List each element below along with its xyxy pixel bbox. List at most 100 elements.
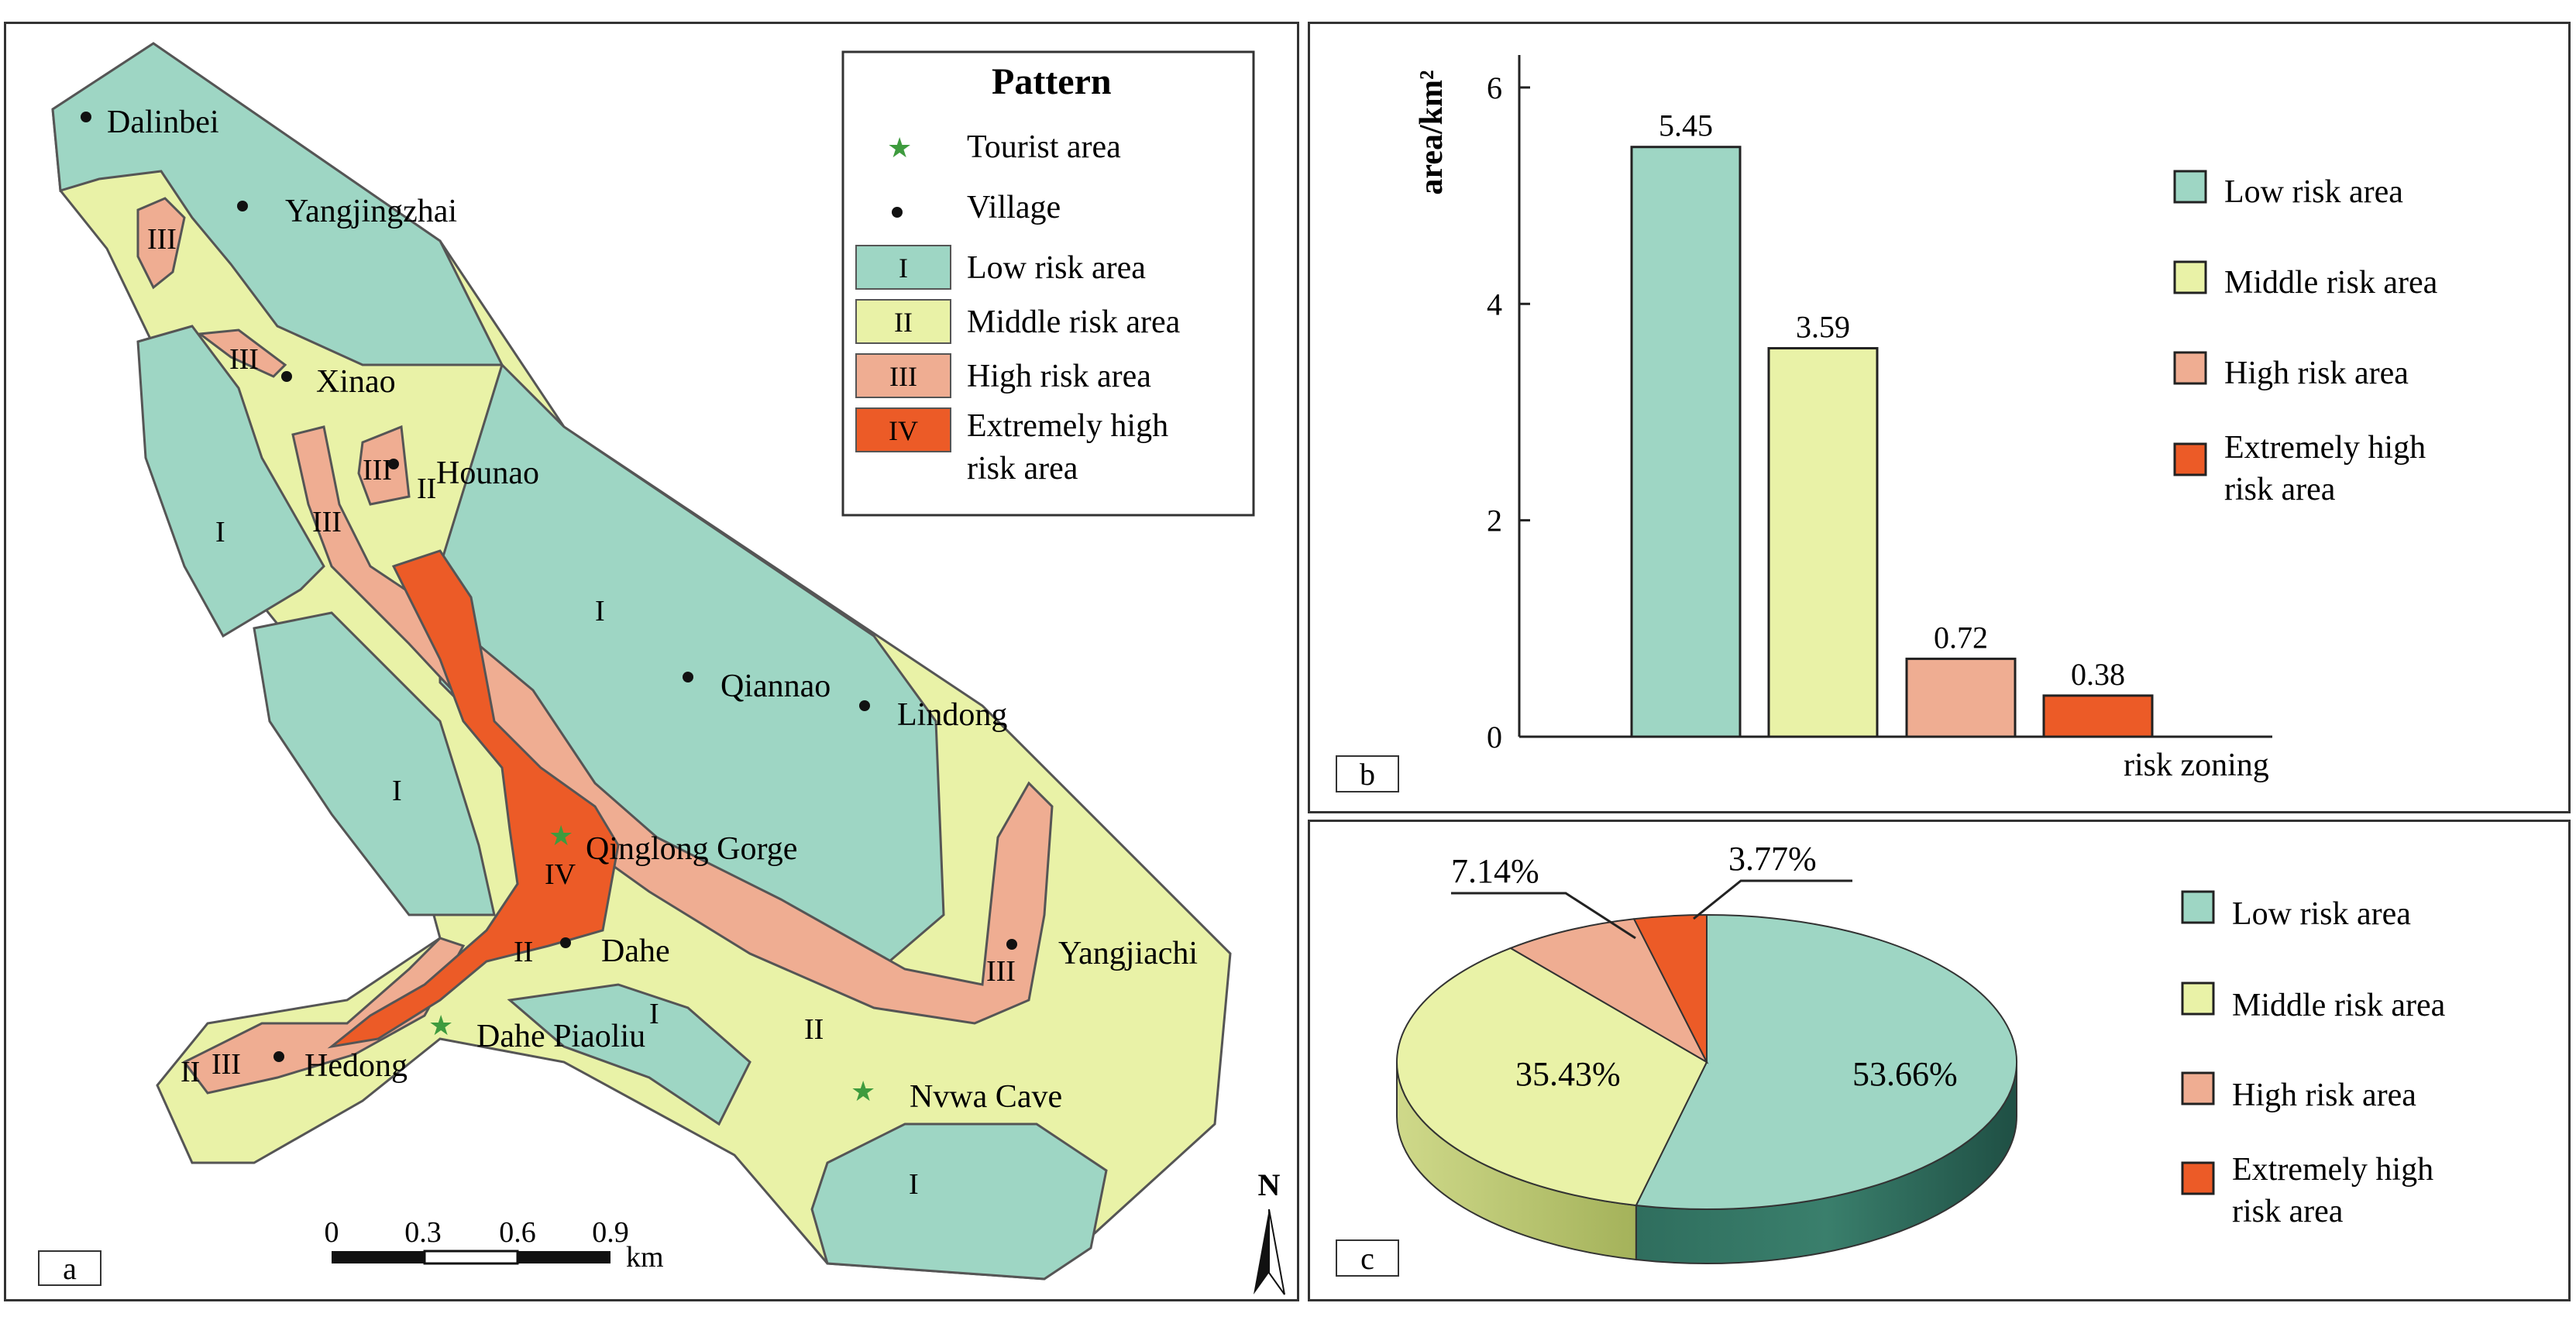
y-tick-label: 6: [1487, 70, 1502, 105]
low-zone-west: [136, 325, 325, 638]
village-label: Yangjingzhai: [285, 194, 457, 229]
bar-value-label: 0.72: [1934, 620, 1988, 655]
legend-swatch: [2173, 170, 2207, 204]
bar: [1630, 146, 1742, 738]
bar-chart: 0 2 4 6 5.45 3.59 0.72 0.38 area/km² risk zoni…: [1336, 55, 2438, 792]
zone-label: III: [363, 454, 392, 486]
scale-bar: 0 0.3 0.6 0.9 km: [325, 1216, 664, 1274]
legend-swatch-middle: [855, 299, 951, 344]
village-qiannao: Qiannao: [683, 669, 831, 704]
village-dot-icon: [281, 371, 292, 382]
legend-swatch-numeral: IV: [889, 415, 918, 446]
zone-label: I: [909, 1168, 919, 1201]
bar: [1905, 657, 2017, 738]
village-dalinbei: Dalinbei: [81, 105, 219, 140]
zone-label: III: [147, 223, 177, 256]
village-dot-icon: [892, 207, 903, 218]
tourist-nvwa-cave: ★ Nvwa Cave: [851, 1076, 1062, 1115]
legend-swatch: [2181, 1071, 2215, 1105]
bar-legend: Low risk area Middle risk area High risk a…: [2173, 170, 2438, 507]
village-dot-icon: [683, 672, 693, 682]
village-label: Hedong: [304, 1048, 408, 1084]
village-label: Lindong: [897, 697, 1007, 733]
legend-item-label: Low risk area: [967, 250, 1146, 286]
bar: [2042, 694, 2154, 738]
zone-label: III: [312, 506, 342, 538]
panel-a-map: I I I I I II II II II III III III III II…: [4, 22, 1299, 1301]
pie-slice: [1396, 947, 1708, 1207]
high-zone-2: [197, 328, 287, 378]
pie-leader-line: [1451, 892, 1636, 940]
village-dot-icon: [1006, 939, 1017, 950]
scale-unit: km: [626, 1241, 664, 1274]
tourist-label: Nvwa Cave: [910, 1079, 1062, 1115]
high-zone-southwest: [182, 937, 466, 1095]
village-label: Dahe: [601, 933, 670, 969]
legend-item-label: risk area: [967, 451, 1078, 486]
village-dahe: Dahe: [560, 933, 670, 969]
village-lindong: Lindong: [859, 697, 1007, 733]
village-xinao: Xinao: [281, 364, 396, 400]
pie-value-label: 53.66%: [1852, 1055, 1958, 1093]
village-yangjingzhai: Yangjingzhai: [237, 194, 457, 229]
legend-label: risk area: [2232, 1194, 2344, 1229]
north-arrow-icon: N: [1254, 1167, 1285, 1295]
scale-tick-label: 0.3: [404, 1216, 442, 1249]
village-dot-icon: [560, 937, 571, 948]
bar: [1767, 347, 1879, 738]
pie-leader-line: [1693, 879, 1852, 920]
scale-tick-label: 0: [325, 1216, 339, 1249]
village-dot-icon: [859, 700, 870, 711]
pie-slice: [1508, 918, 1709, 1064]
tourist-dahe-piaoliu: ★ Dahe Piaoliu: [428, 1010, 645, 1054]
legend-swatch: [2173, 351, 2207, 385]
y-tick-label: 4: [1487, 287, 1502, 321]
legend-swatch-numeral: II: [894, 307, 913, 338]
pie-slice: [1635, 913, 2017, 1210]
zone-label: III: [229, 343, 259, 376]
zone-label: I: [595, 595, 605, 627]
legend-swatch-low: [855, 245, 951, 290]
star-icon: ★: [851, 1076, 875, 1107]
pie-chart: 53.66% 35.43% 7.14% 3.77% Low risk area Midd…: [1336, 840, 2446, 1277]
legend-label: Low risk area: [2232, 896, 2411, 932]
legend-swatch-numeral: I: [899, 253, 908, 284]
legend-title: Pattern: [992, 61, 1112, 102]
village-hounao: Hounao: [388, 456, 539, 491]
legend-swatch-extreme: [855, 407, 951, 452]
legend-item-label: Tourist area: [967, 129, 1121, 165]
low-zone-north: [51, 42, 504, 366]
scale-tick-label: 0.6: [499, 1216, 536, 1249]
legend-label: Extremely high: [2232, 1152, 2433, 1188]
zone-label: II: [804, 1013, 824, 1046]
low-zone-south: [507, 983, 751, 1126]
legend-label: Low risk area: [2224, 174, 2403, 210]
panel-label-a: a: [63, 1251, 77, 1286]
zone-label: III: [986, 955, 1016, 988]
village-label: Dalinbei: [107, 105, 219, 140]
village-dot-icon: [388, 459, 399, 469]
village-yangjiachi: Yangjiachi: [1006, 936, 1198, 971]
zone-label: II: [514, 936, 533, 968]
village-dot-icon: [237, 201, 248, 211]
pie-value-label: 7.14%: [1451, 852, 1539, 890]
village-label: Qiannao: [721, 669, 831, 704]
legend-item-label: High risk area: [967, 359, 1151, 394]
star-icon: ★: [428, 1010, 453, 1041]
tourist-label: Qinglong Gorge: [586, 831, 797, 867]
low-zone-southwest: [253, 611, 496, 916]
bar-value-label: 3.59: [1796, 310, 1850, 345]
legend-label: High risk area: [2224, 356, 2409, 391]
village-label: Xinao: [316, 364, 396, 400]
star-icon: ★: [887, 132, 912, 163]
y-axis-title: area/km²: [1414, 70, 1450, 194]
legend-item-label: Village: [967, 190, 1061, 225]
legend-label: Middle risk area: [2224, 265, 2438, 301]
panel-label-c: c: [1360, 1241, 1374, 1276]
legend-swatch: [2181, 890, 2215, 924]
risk-zoning-map: I I I I I II II II II III III III III II…: [38, 42, 1285, 1295]
village-dot-icon: [273, 1051, 284, 1062]
village-dot-icon: [81, 112, 91, 122]
village-label: Yangjiachi: [1058, 936, 1198, 971]
y-tick-label: 2: [1487, 504, 1502, 538]
